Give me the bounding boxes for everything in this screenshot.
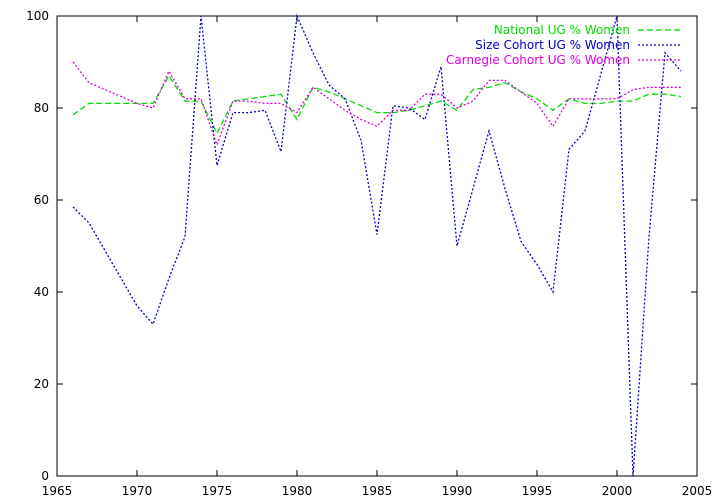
axis-tick-labels: 1965 1970 1975 1980 1985 1990 1995 2000 2005 0 20 4… bbox=[26, 9, 712, 498]
x-tick-label: 1990 bbox=[442, 484, 473, 498]
legend-label: Size Cohort UG % Women bbox=[475, 38, 630, 52]
y-tick-label: 40 bbox=[34, 285, 49, 299]
series-line-3 bbox=[72, 61, 681, 147]
x-tick-label: 1965 bbox=[42, 484, 73, 498]
x-tick-label: 1995 bbox=[522, 484, 553, 498]
x-tick-label: 2000 bbox=[602, 484, 633, 498]
y-tick-label: 20 bbox=[34, 377, 49, 391]
x-tick-label: 1970 bbox=[122, 484, 153, 498]
series-lines bbox=[72, 13, 682, 477]
y-tick-label: 0 bbox=[41, 469, 49, 483]
x-tick-label: 1985 bbox=[362, 484, 393, 498]
legend-label: Carnegie Cohort UG % Women bbox=[446, 53, 630, 67]
plot-area bbox=[56, 15, 698, 477]
y-tick-label: 60 bbox=[34, 193, 49, 207]
axis-ticks bbox=[56, 15, 698, 477]
y-tick-label: 80 bbox=[34, 101, 49, 115]
series-line-1 bbox=[72, 74, 682, 135]
series-line-2 bbox=[72, 13, 682, 477]
legend-label: National UG % Women bbox=[494, 23, 630, 37]
y-tick-label: 100 bbox=[26, 9, 49, 23]
x-tick-label: 2005 bbox=[682, 484, 713, 498]
x-tick-label: 1980 bbox=[282, 484, 313, 498]
x-tick-label: 1975 bbox=[202, 484, 233, 498]
